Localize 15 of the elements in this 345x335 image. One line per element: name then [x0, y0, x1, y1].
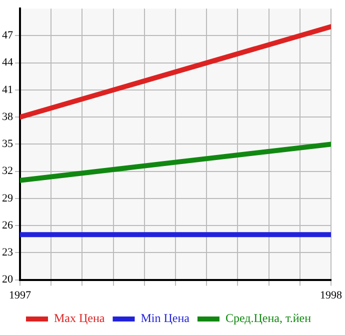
legend-label: Max Цена — [54, 311, 106, 326]
y-tick-label: 38 — [2, 110, 14, 123]
x-tick-label: 1997 — [9, 289, 32, 302]
legend-label: Сред.Цена, т.йен — [225, 311, 312, 326]
y-tick-label: 44 — [2, 56, 14, 69]
y-tick-label: 20 — [2, 274, 14, 286]
y-tick-label: 41 — [2, 84, 13, 96]
y-tick-label: 29 — [2, 192, 14, 204]
y-tick-label: 26 — [2, 219, 14, 232]
y-tick-label: 32 — [2, 165, 13, 178]
y-tick-label: 47 — [2, 30, 14, 42]
legend-label: Min Цена — [140, 311, 190, 326]
y-tick-label: 23 — [2, 246, 14, 259]
x-tick-label: 1998 — [320, 289, 342, 302]
y-tick-label: 35 — [2, 138, 14, 150]
